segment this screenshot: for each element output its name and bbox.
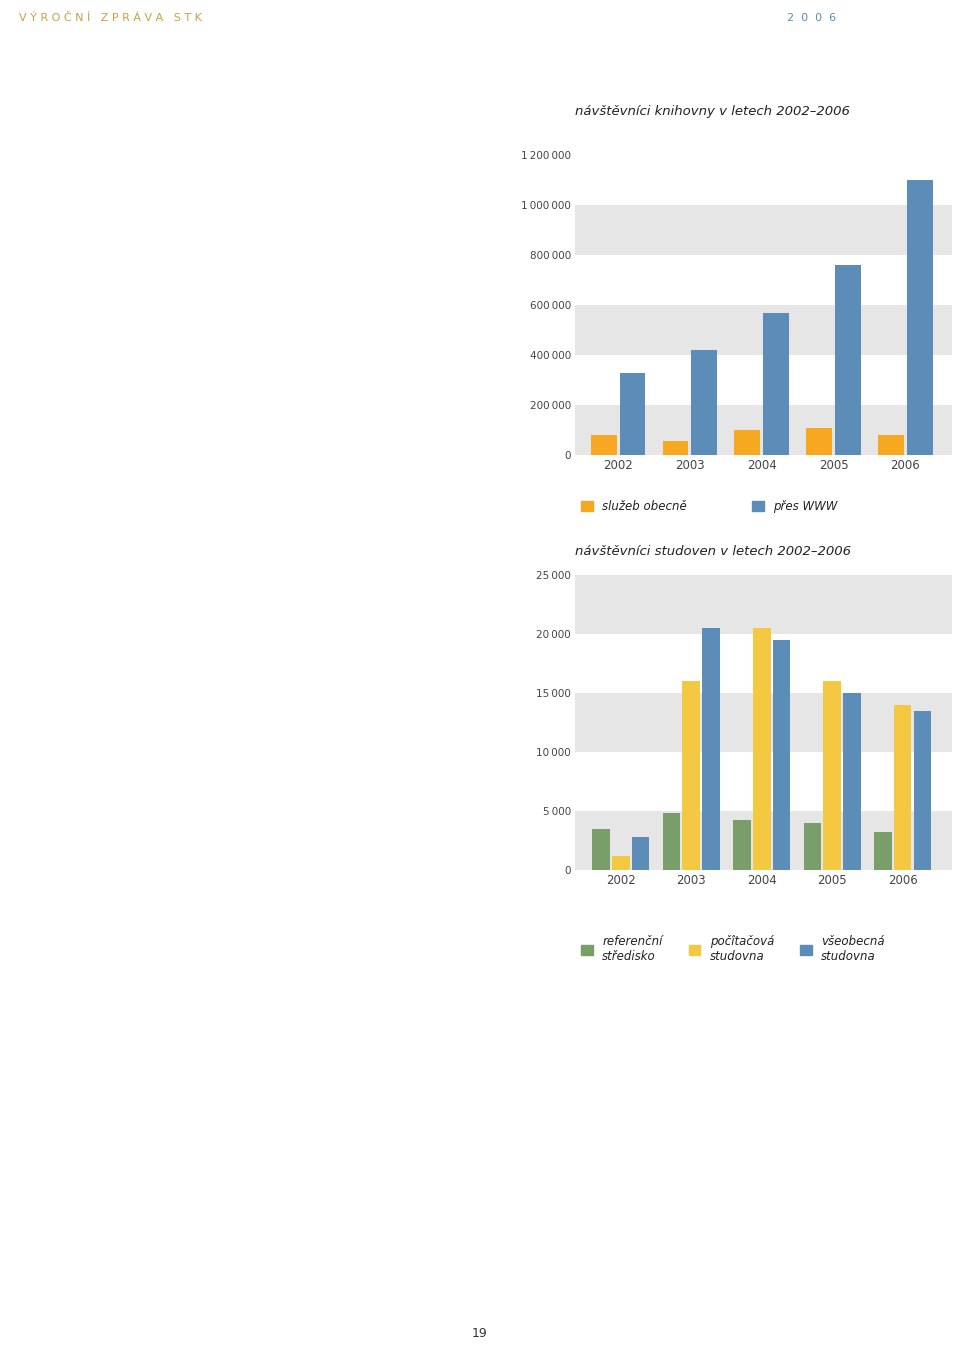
Bar: [894, 704, 911, 870]
Bar: [575, 810, 952, 870]
Bar: [590, 434, 616, 455]
Bar: [575, 255, 952, 305]
Bar: [875, 832, 892, 870]
Bar: [575, 355, 952, 405]
Bar: [804, 823, 822, 870]
Bar: [733, 820, 751, 870]
Bar: [753, 628, 771, 870]
Bar: [662, 813, 681, 870]
Text: 19: 19: [472, 1327, 488, 1340]
Bar: [575, 752, 952, 810]
Text: návštěvníci knihovny v letech 2002–2006: návštěvníci knihovny v letech 2002–2006: [575, 105, 850, 118]
Bar: [702, 628, 720, 870]
Bar: [612, 855, 630, 870]
Bar: [773, 640, 790, 870]
Bar: [806, 428, 832, 455]
Bar: [878, 434, 904, 455]
Bar: [575, 155, 952, 206]
Bar: [575, 575, 952, 633]
Bar: [575, 206, 952, 255]
Legend: služeb obecně, přes WWW: služeb obecně, přes WWW: [581, 500, 837, 513]
Text: 2  0  0  6: 2 0 0 6: [787, 14, 836, 23]
Bar: [632, 838, 649, 870]
Text: návštěvníci studoven v letech 2002–2006: návštěvníci studoven v letech 2002–2006: [575, 545, 851, 558]
Bar: [662, 441, 688, 455]
Bar: [592, 828, 610, 870]
Bar: [734, 430, 760, 455]
Bar: [691, 350, 717, 455]
Bar: [907, 180, 932, 455]
Bar: [575, 305, 952, 355]
Bar: [763, 312, 789, 455]
Bar: [575, 405, 952, 455]
Bar: [843, 693, 861, 870]
Bar: [824, 681, 841, 870]
Text: V Ý R O Č N Í   Z P R Á V A   S T K: V Ý R O Č N Í Z P R Á V A S T K: [19, 14, 202, 23]
Bar: [683, 681, 700, 870]
Bar: [619, 372, 645, 455]
Legend: referenční
středisko, počîtačová
studovna, všeobecná
studovna: referenční středisko, počîtačová studovn…: [581, 934, 885, 963]
Bar: [575, 693, 952, 752]
Bar: [914, 711, 931, 870]
Bar: [575, 633, 952, 693]
Bar: [835, 266, 861, 455]
